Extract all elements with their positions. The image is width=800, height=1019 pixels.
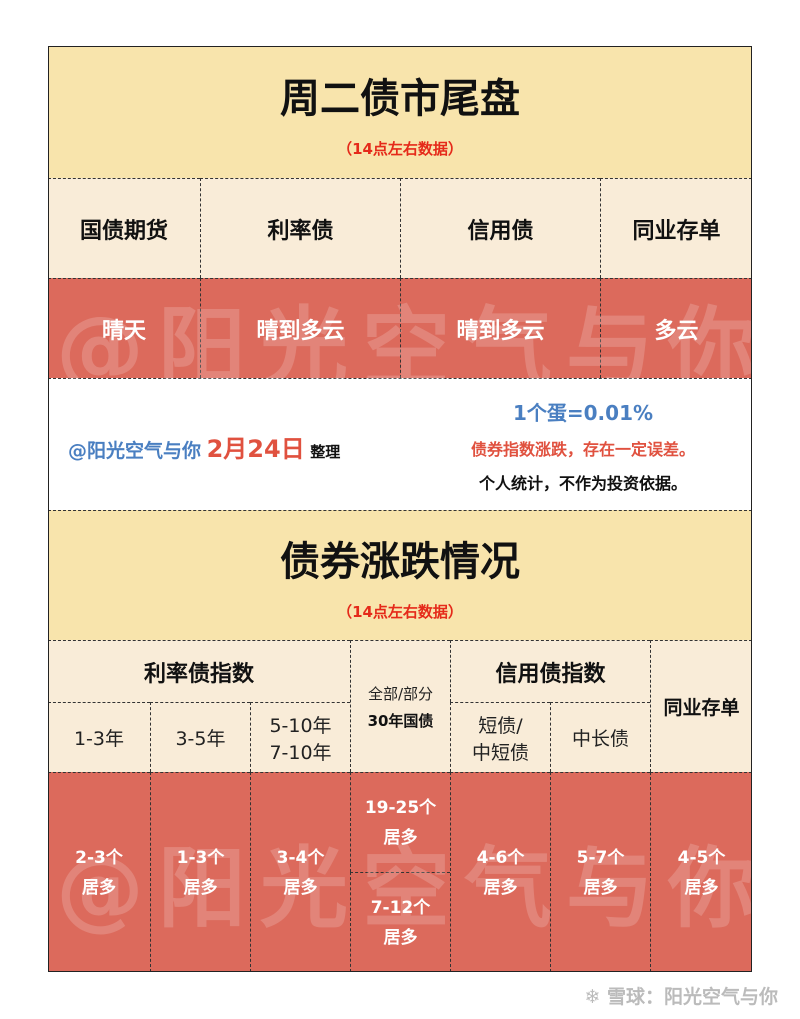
note-error: 债券指数涨跌，存在一定误差。 <box>470 440 695 459</box>
section2-title: 债券涨跌情况 <box>280 539 520 585</box>
subtitle: （14点左右数据） <box>337 139 463 158</box>
value-cell: 4-6个 居多 <box>450 772 550 972</box>
footer-watermark: ❄ 雪球：阳光空气与你 <box>584 986 778 1008</box>
group-credit: 信用债指数 <box>450 640 650 702</box>
header-futures: 国债期货 <box>48 178 200 278</box>
col-5-10y: 5-10年 7-10年 <box>250 702 350 772</box>
weather-credit: 晴到多云 <box>400 278 600 378</box>
col-3-5y: 3-5年 <box>150 702 250 772</box>
col-1-3y: 1-3年 <box>48 702 150 772</box>
value-cell: 2-3个 居多 <box>48 772 150 972</box>
value-cell: 5-7个 居多 <box>550 772 650 972</box>
value-cell: 7-12个 居多 <box>350 872 450 972</box>
date: 2月24日 <box>206 435 305 463</box>
egg-unit: 1个蛋=0.01% <box>512 401 654 425</box>
section2-header: 债券涨跌情况 （14点左右数据） <box>48 510 752 640</box>
section1-header: 周二债市尾盘 （14点左右数据） <box>48 46 752 178</box>
author: @阳光空气与你 <box>68 440 202 462</box>
col-long: 中长债 <box>550 702 650 772</box>
header-30y: 全部/部分 30年国债 <box>350 640 450 772</box>
col-short: 短债/中短债 <box>450 702 550 772</box>
value-cell: 1-3个 居多 <box>150 772 250 972</box>
value-cell: 3-4个 居多 <box>250 772 350 972</box>
value-cell: 19-25个 居多 <box>350 772 450 872</box>
header-ncd2: 同业存单 <box>650 640 752 772</box>
weather-futures: 晴天 <box>48 278 200 378</box>
note-disclaimer: 个人统计，不作为投资依据。 <box>478 474 687 493</box>
page-title: 周二债市尾盘 <box>280 75 520 122</box>
info-panel: @阳光空气与你 2月24日 整理 1个蛋=0.01% 债券指数涨跌，存在一定误差… <box>48 378 752 510</box>
weather-ncd: 多云 <box>600 278 752 378</box>
header-ncd: 同业存单 <box>600 178 752 278</box>
header-credit: 信用债 <box>400 178 600 278</box>
header-rate: 利率债 <box>200 178 400 278</box>
section2-subtitle: （14点左右数据） <box>337 603 463 621</box>
weather-rate: 晴到多云 <box>200 278 400 378</box>
snowball-icon: ❄ <box>584 986 601 1008</box>
action: 整理 <box>310 443 341 461</box>
value-cell: 4-5个 居多 <box>650 772 752 972</box>
group-rate: 利率债指数 <box>48 640 350 702</box>
